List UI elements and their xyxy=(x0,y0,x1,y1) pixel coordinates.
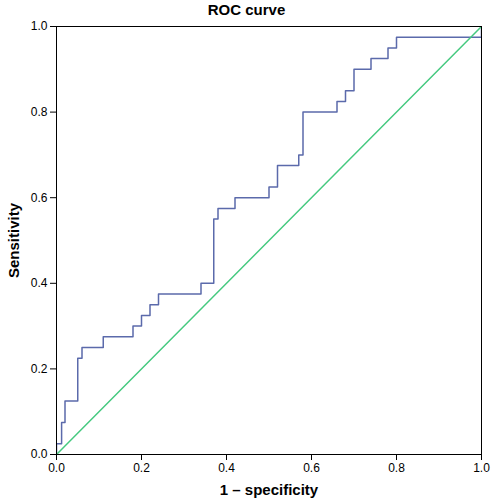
svg-text:0.4: 0.4 xyxy=(31,276,48,290)
svg-text:0.2: 0.2 xyxy=(133,461,150,475)
svg-text:0.8: 0.8 xyxy=(388,461,405,475)
svg-text:0.8: 0.8 xyxy=(31,105,48,119)
svg-text:1.0: 1.0 xyxy=(473,461,490,475)
svg-text:0.4: 0.4 xyxy=(218,461,235,475)
svg-text:0.0: 0.0 xyxy=(31,447,48,461)
svg-text:0.0: 0.0 xyxy=(48,461,65,475)
svg-text:0.6: 0.6 xyxy=(303,461,320,475)
svg-text:1 – specificity: 1 – specificity xyxy=(220,481,319,498)
svg-text:0.6: 0.6 xyxy=(31,191,48,205)
svg-text:0.2: 0.2 xyxy=(31,362,48,376)
svg-text:Sensitivity: Sensitivity xyxy=(5,202,22,278)
html-text:ROC curve: ROC curve xyxy=(207,1,286,18)
svg-text:1.0: 1.0 xyxy=(31,20,48,33)
